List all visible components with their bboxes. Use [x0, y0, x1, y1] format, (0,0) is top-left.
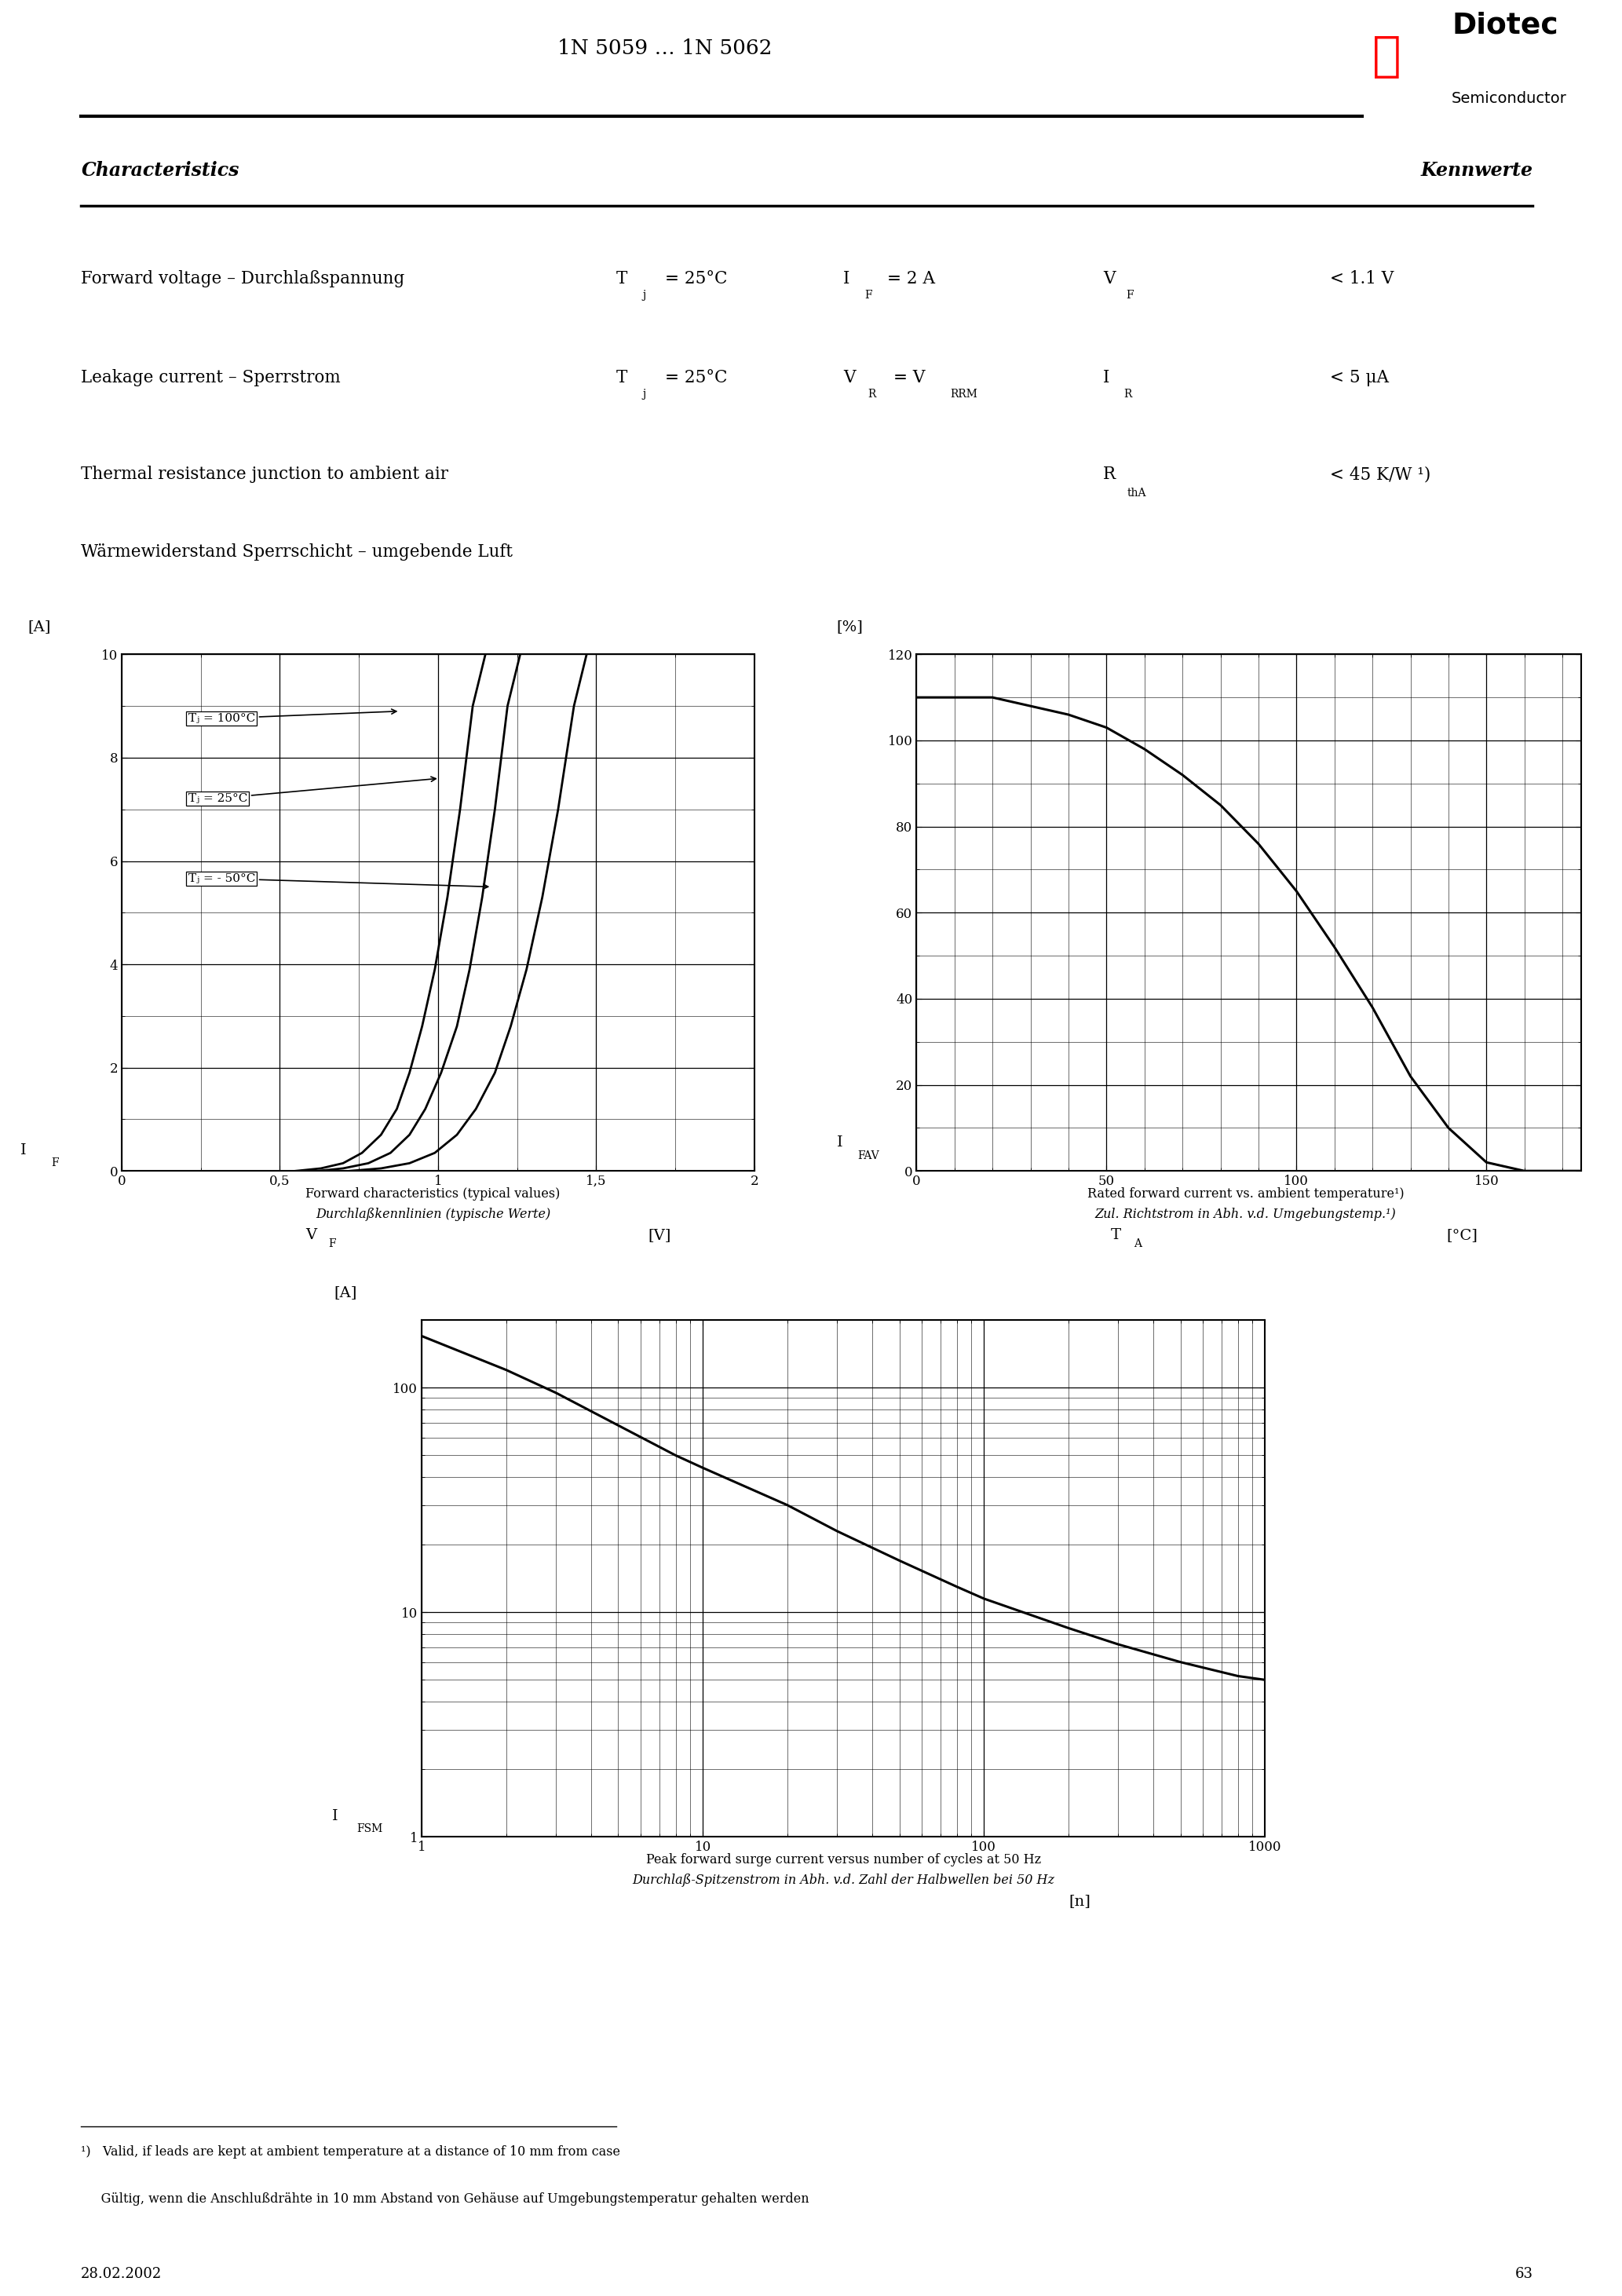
- Text: FAV: FAV: [858, 1150, 879, 1162]
- Text: F: F: [1126, 289, 1134, 301]
- Text: 28.02.2002: 28.02.2002: [81, 2266, 162, 2282]
- Text: [A]: [A]: [334, 1286, 357, 1300]
- Text: = V: = V: [894, 370, 926, 386]
- Text: Durchlaßkennlinien (typische Werte): Durchlaßkennlinien (typische Werte): [316, 1208, 550, 1221]
- Text: T: T: [616, 271, 628, 287]
- Text: Thermal resistance junction to ambient air: Thermal resistance junction to ambient a…: [81, 466, 449, 482]
- Text: Peak forward surge current versus number of cycles at 50 Hz: Peak forward surge current versus number…: [646, 1853, 1041, 1867]
- Text: 63: 63: [1515, 2266, 1533, 2282]
- Text: thA: thA: [1127, 487, 1147, 498]
- Text: Leakage current – Sperrstrom: Leakage current – Sperrstrom: [81, 370, 341, 386]
- Text: T: T: [1111, 1228, 1121, 1242]
- Text: V: V: [307, 1228, 316, 1242]
- Text: ¹)   Valid, if leads are kept at ambient temperature at a distance of 10 mm from: ¹) Valid, if leads are kept at ambient t…: [81, 2144, 621, 2158]
- Text: Gültig, wenn die Anschlußdrähte in 10 mm Abstand von Gehäuse auf Umgebungstemper: Gültig, wenn die Anschlußdrähte in 10 mm…: [81, 2193, 809, 2206]
- Text: R: R: [868, 388, 876, 400]
- Text: < 45 K/W ¹): < 45 K/W ¹): [1330, 466, 1431, 482]
- Text: Characteristics: Characteristics: [81, 161, 238, 179]
- Text: 1N 5059 … 1N 5062: 1N 5059 … 1N 5062: [558, 39, 772, 57]
- Text: ∯: ∯: [1372, 32, 1401, 80]
- Text: Semiconductor: Semiconductor: [1452, 92, 1567, 106]
- Text: Forward characteristics (typical values): Forward characteristics (typical values): [305, 1187, 561, 1201]
- Text: [°C]: [°C]: [1447, 1228, 1478, 1242]
- Text: = 25°C: = 25°C: [665, 271, 727, 287]
- Text: Kennwerte: Kennwerte: [1421, 161, 1533, 179]
- Text: Zul. Richtstrom in Abh. v.d. Umgebungstemp.¹): Zul. Richtstrom in Abh. v.d. Umgebungste…: [1095, 1208, 1397, 1221]
- Text: A: A: [1134, 1238, 1142, 1249]
- Text: Tⱼ = 100°C: Tⱼ = 100°C: [188, 709, 396, 723]
- Text: < 5 μA: < 5 μA: [1330, 370, 1388, 386]
- Text: F: F: [329, 1238, 336, 1249]
- Text: I: I: [843, 271, 850, 287]
- Text: I: I: [21, 1143, 26, 1157]
- Text: F: F: [52, 1157, 58, 1169]
- Text: F: F: [865, 289, 873, 301]
- Text: = 2 A: = 2 A: [887, 271, 936, 287]
- Text: Tⱼ = - 50°C: Tⱼ = - 50°C: [188, 872, 488, 889]
- Text: V: V: [1103, 271, 1116, 287]
- Text: Diotec: Diotec: [1452, 11, 1559, 39]
- Text: T: T: [616, 370, 628, 386]
- Text: = 25°C: = 25°C: [665, 370, 727, 386]
- Text: Wärmewiderstand Sperrschicht – umgebende Luft: Wärmewiderstand Sperrschicht – umgebende…: [81, 544, 513, 560]
- Text: j: j: [642, 289, 646, 301]
- Text: j: j: [642, 388, 646, 400]
- Text: R: R: [1103, 466, 1116, 482]
- Text: Durchlaß-Spitzenstrom in Abh. v.d. Zahl der Halbwellen bei 50 Hz: Durchlaß-Spitzenstrom in Abh. v.d. Zahl …: [633, 1874, 1054, 1887]
- Text: [%]: [%]: [837, 620, 863, 634]
- Text: [A]: [A]: [28, 620, 50, 634]
- Text: [n]: [n]: [1069, 1894, 1090, 1908]
- Text: I: I: [333, 1809, 337, 1823]
- Text: I: I: [1103, 370, 1109, 386]
- Text: RRM: RRM: [950, 388, 978, 400]
- Text: V: V: [843, 370, 856, 386]
- Text: < 1.1 V: < 1.1 V: [1330, 271, 1393, 287]
- Text: FSM: FSM: [357, 1823, 383, 1835]
- Text: Tⱼ = 25°C: Tⱼ = 25°C: [188, 776, 436, 804]
- Text: [V]: [V]: [647, 1228, 672, 1242]
- Text: R: R: [1124, 388, 1132, 400]
- Text: I: I: [837, 1137, 843, 1150]
- Text: Rated forward current vs. ambient temperature¹): Rated forward current vs. ambient temper…: [1087, 1187, 1405, 1201]
- Text: Forward voltage – Durchlaßspannung: Forward voltage – Durchlaßspannung: [81, 271, 406, 287]
